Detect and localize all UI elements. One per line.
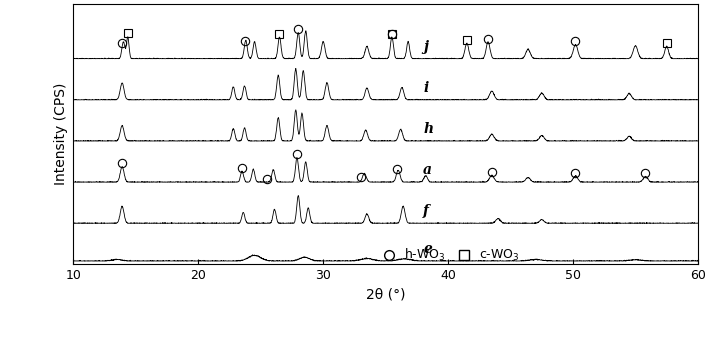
- Legend: h-WO$_3$, c-WO$_3$: h-WO$_3$, c-WO$_3$: [376, 247, 520, 264]
- Text: h: h: [423, 122, 433, 136]
- Y-axis label: Intensity (CPS): Intensity (CPS): [54, 83, 68, 186]
- Text: e: e: [423, 242, 432, 256]
- Text: j: j: [423, 40, 428, 54]
- Text: a: a: [423, 163, 432, 177]
- X-axis label: 2θ (°): 2θ (°): [366, 288, 405, 302]
- Text: f: f: [423, 204, 429, 219]
- Text: i: i: [423, 81, 428, 95]
